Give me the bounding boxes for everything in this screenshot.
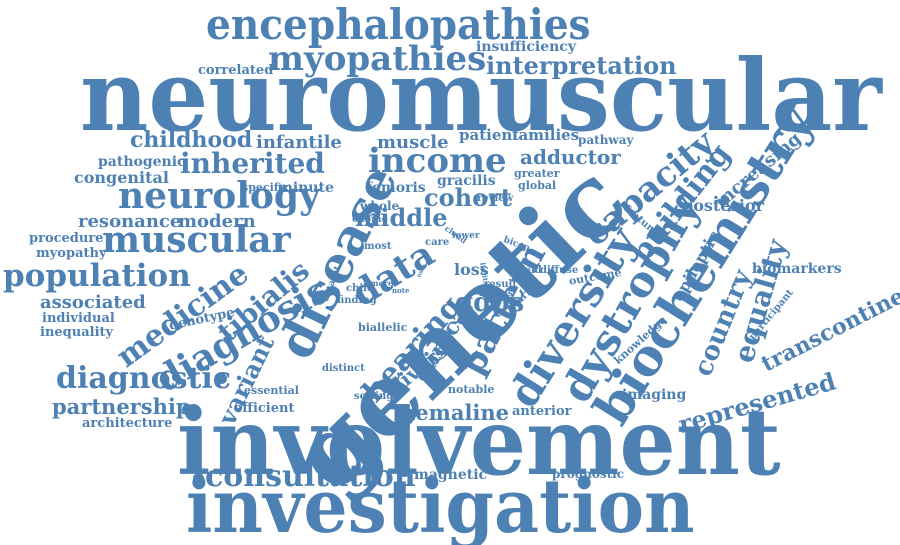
word-partnership: partnership bbox=[52, 394, 191, 419]
word-infantile: infantile bbox=[256, 132, 342, 153]
word-imaging: imaging bbox=[622, 387, 687, 403]
word-whole: whole bbox=[360, 199, 400, 213]
decorative-dot bbox=[216, 373, 227, 384]
word-inequality: inequality bbox=[40, 325, 114, 340]
word-correlated: correlated bbox=[198, 63, 274, 78]
word-insufficiency: insufficiency bbox=[476, 39, 576, 55]
word-myopathies: myopathies bbox=[268, 39, 487, 79]
word-cohort: cohort bbox=[424, 183, 512, 212]
word-associated: associated bbox=[40, 292, 146, 313]
word-efficient: efficient bbox=[234, 401, 295, 416]
word-modern: modern bbox=[178, 211, 256, 232]
word-setting: setting bbox=[354, 391, 394, 402]
word-diffuse: diffuse bbox=[540, 265, 579, 276]
word-posterior: posterior bbox=[682, 196, 765, 215]
word-diagnostic: diagnostic bbox=[56, 361, 232, 396]
word-minute: minute bbox=[278, 180, 334, 196]
word-nemaline: nemaline bbox=[400, 400, 510, 425]
word-ggps: ggps bbox=[455, 288, 525, 318]
word-more: more bbox=[370, 278, 394, 288]
word-global: global bbox=[518, 179, 557, 192]
word-income: income bbox=[368, 141, 507, 181]
word-specific: specific bbox=[242, 181, 289, 194]
word-consultation: consultation bbox=[205, 459, 416, 494]
word-muscular: muscular bbox=[102, 219, 291, 261]
word-gracilis: gracilis bbox=[437, 173, 496, 189]
word-adductor: adductor bbox=[520, 145, 621, 169]
word-most: most bbox=[364, 241, 392, 252]
word-lower: lower bbox=[452, 231, 480, 241]
word-congenital: congenital bbox=[74, 168, 169, 187]
word-yield: yield bbox=[515, 265, 542, 276]
word-notable: notable bbox=[448, 383, 495, 396]
word-neuromuscular: neuromuscular bbox=[80, 39, 882, 154]
word-essential: essential bbox=[244, 384, 299, 397]
word-population: population bbox=[3, 258, 191, 294]
word-femoris: femoris bbox=[366, 180, 426, 196]
word-longus: longus bbox=[479, 289, 513, 299]
word-greater: greater bbox=[514, 167, 560, 180]
word-pathway: pathway bbox=[578, 133, 634, 147]
word-review: review bbox=[477, 193, 514, 204]
word-care: care bbox=[425, 237, 450, 248]
word-interpretation: interpretation bbox=[486, 51, 677, 80]
word-myopathy: myopathy bbox=[36, 246, 107, 261]
word-families: families bbox=[512, 126, 580, 144]
word-distinct: distinct bbox=[322, 363, 365, 374]
word-child: child bbox=[346, 283, 374, 294]
word-involvement: involvement bbox=[177, 388, 781, 496]
word-finding: finding bbox=[337, 295, 377, 306]
word-result: result bbox=[484, 279, 517, 290]
word-neurology: neurology bbox=[118, 175, 321, 217]
word-biallelic: biallelic bbox=[358, 321, 408, 334]
word-anterior: anterior bbox=[512, 404, 572, 419]
word-magnetic: magnetic bbox=[414, 467, 488, 483]
word-pathogenic: pathogenic bbox=[98, 154, 186, 170]
word-exome: exome bbox=[352, 214, 388, 225]
word-architecture: architecture bbox=[82, 416, 173, 431]
word-note: note bbox=[392, 286, 410, 295]
word-individual: individual bbox=[42, 311, 115, 326]
word-inherited: inherited bbox=[180, 147, 325, 180]
decorative-dot bbox=[182, 404, 193, 415]
word-loss: loss bbox=[454, 260, 489, 279]
decorative-dot bbox=[399, 466, 410, 477]
word-resonance: resonance bbox=[78, 211, 182, 232]
word-muscle: muscle bbox=[377, 132, 449, 153]
word-investigation: investigation bbox=[186, 464, 695, 545]
word-procedure: procedure bbox=[29, 231, 104, 246]
word-biomarkers: biomarkers bbox=[752, 261, 842, 277]
word-middle: middle bbox=[355, 203, 448, 232]
word-prognostic: prognostic bbox=[552, 467, 624, 481]
word-patient: patient bbox=[459, 126, 520, 144]
decorative-dot bbox=[193, 473, 204, 484]
word-encephalopathies: encephalopathies bbox=[206, 0, 591, 49]
word-childhood: childhood bbox=[130, 127, 253, 153]
